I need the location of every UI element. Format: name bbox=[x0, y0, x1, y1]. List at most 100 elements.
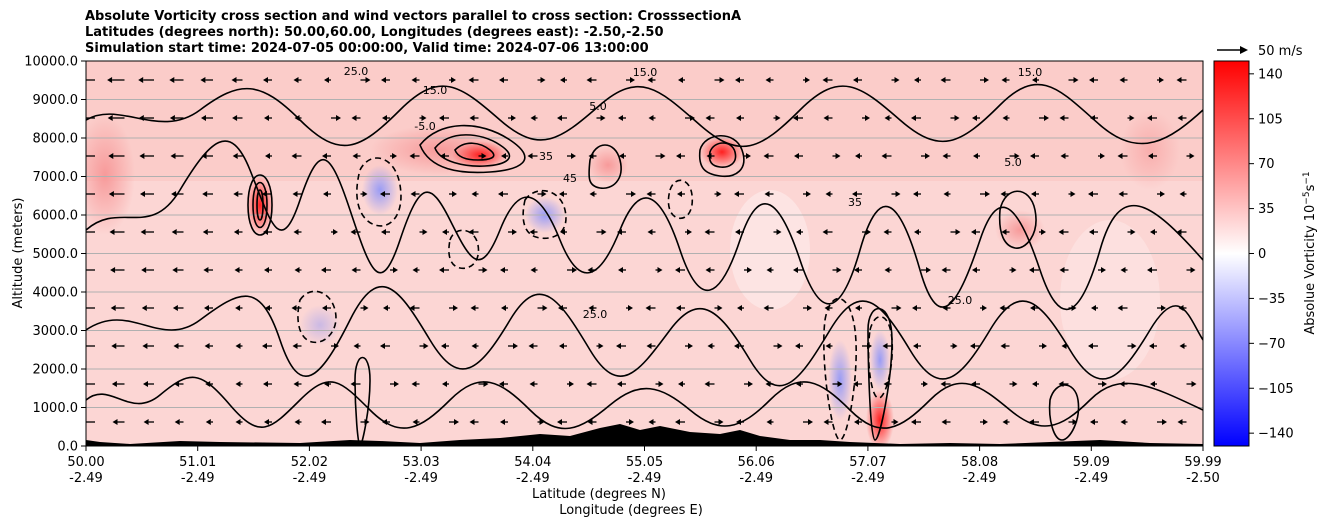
wind-arrow-head bbox=[1011, 267, 1017, 273]
wind-arrow-head bbox=[1150, 381, 1155, 387]
wind-arrow-head bbox=[499, 77, 504, 83]
wind-arrow-head bbox=[687, 229, 692, 235]
wind-arrow-head bbox=[688, 343, 693, 349]
wind-arrow-head bbox=[557, 115, 562, 121]
wind-arrow-head bbox=[589, 191, 595, 197]
wind-arrow-head bbox=[353, 343, 359, 349]
wind-arrow-head bbox=[678, 381, 683, 387]
wind-arrow-head bbox=[382, 115, 387, 121]
wind-arrow-head bbox=[78, 191, 83, 197]
wind-arrow-head bbox=[108, 153, 114, 159]
wind-arrow-head bbox=[1102, 381, 1107, 387]
x-axis-label-latitude: Latitude (degrees N) bbox=[532, 487, 666, 502]
wind-arrow-head bbox=[766, 267, 772, 273]
wind-arrow-head bbox=[587, 267, 593, 273]
wind-arrow-head bbox=[940, 381, 946, 387]
wind-arrow-head bbox=[294, 419, 300, 425]
chart-title-line-2: Latitudes (degrees north): 50.00,60.00, … bbox=[85, 25, 664, 40]
wind-arrow-head bbox=[112, 419, 118, 425]
wind-arrow-head bbox=[263, 381, 268, 387]
wind-arrow-head bbox=[865, 115, 870, 121]
x-tick-label-lat: 53.03 bbox=[402, 455, 439, 470]
wind-arrow-head bbox=[678, 77, 683, 83]
wind-arrow-head bbox=[822, 77, 828, 83]
wind-arrow-head bbox=[586, 381, 592, 387]
x-tick-label-lat: 56.06 bbox=[738, 455, 775, 470]
wind-arrow-head bbox=[441, 343, 446, 349]
wind-arrow-head bbox=[500, 419, 505, 425]
wind-arrow-head bbox=[911, 115, 916, 121]
wind-arrow-head bbox=[322, 153, 327, 159]
wind-arrow-head bbox=[109, 229, 115, 235]
wind-arrow-head bbox=[1131, 343, 1137, 349]
wind-arrow-head bbox=[923, 381, 928, 387]
wind-arrow-head bbox=[110, 305, 116, 311]
wind-arrow-head bbox=[1041, 229, 1046, 235]
wind-arrow-head bbox=[867, 343, 872, 349]
wind-arrow-head bbox=[705, 115, 711, 121]
wind-arrow-head bbox=[1032, 77, 1037, 83]
wind-arrow-head bbox=[235, 419, 241, 425]
wind-arrow-head bbox=[823, 115, 829, 121]
wind-arrow-head bbox=[394, 381, 399, 387]
wind-arrow-head bbox=[381, 229, 386, 235]
wind-arrow-head bbox=[648, 419, 654, 425]
wind-arrow-head bbox=[825, 343, 831, 349]
contour-label: 35 bbox=[848, 196, 862, 209]
y-tick-label: 4000.0 bbox=[33, 286, 79, 301]
chart-title-line-1: Absolute Vorticity cross section and win… bbox=[85, 9, 742, 24]
wind-arrow-head bbox=[764, 191, 770, 197]
wind-arrow-head bbox=[796, 229, 801, 235]
wind-arrow-head bbox=[1118, 191, 1124, 197]
wind-arrow-head bbox=[1029, 419, 1034, 425]
wind-arrow-head bbox=[982, 305, 987, 311]
wind-arrow-head bbox=[265, 153, 270, 159]
contour-label: 35 bbox=[539, 150, 553, 163]
wind-arrow-head bbox=[264, 115, 269, 121]
vorticity-field: 25.0 15.0 5.0 -5.0 35 45 25.0 15.0 5.0 25.0 15.0 35 bbox=[76, 61, 1203, 446]
wind-arrow-head bbox=[174, 419, 180, 425]
wind-arrow-head bbox=[321, 267, 326, 273]
wind-arrow-head bbox=[1120, 267, 1126, 273]
wind-arrow-head bbox=[854, 267, 859, 273]
x-tick-label-lon: -2.49 bbox=[404, 471, 438, 486]
wind-arrow-head bbox=[883, 381, 889, 387]
wind-arrow-head bbox=[560, 77, 565, 83]
wind-arrow-head bbox=[76, 77, 81, 83]
wind-arrow-head bbox=[914, 229, 919, 235]
wind-arrow-head bbox=[77, 153, 82, 159]
wind-arrow-head bbox=[107, 115, 113, 121]
wind-arrow-head bbox=[411, 77, 417, 83]
wind-arrow-head bbox=[442, 381, 447, 387]
wind-arrow-head bbox=[881, 153, 887, 159]
wind-arrow-head bbox=[172, 305, 178, 311]
wind-arrow-head bbox=[775, 115, 781, 121]
y-tick-label: 3000.0 bbox=[33, 324, 79, 339]
wind-arrow-head bbox=[736, 115, 741, 121]
contour-label: 25.0 bbox=[583, 308, 608, 321]
wind-arrow-head bbox=[972, 115, 977, 121]
colorbar-tick-label: −105 bbox=[1258, 382, 1294, 397]
wind-arrow-head bbox=[499, 381, 504, 387]
wind-arrow-head bbox=[972, 267, 977, 273]
wind-arrow-head bbox=[365, 77, 371, 83]
wind-arrow-head bbox=[292, 343, 298, 349]
wind-arrow-head bbox=[454, 419, 459, 425]
wind-arrow-head bbox=[138, 77, 144, 83]
wind-arrow-head bbox=[528, 343, 534, 349]
wind-arrow-head bbox=[598, 343, 604, 349]
x-tick-label-lon: -2.49 bbox=[963, 471, 997, 486]
wind-arrow-head bbox=[559, 343, 564, 349]
wind-arrow-head bbox=[600, 115, 606, 121]
wind-arrow-head bbox=[264, 267, 269, 273]
wind-arrow-head bbox=[704, 229, 710, 235]
wind-arrow-head bbox=[205, 419, 211, 425]
wind-arrow-head bbox=[291, 153, 297, 159]
wind-arrow-head bbox=[108, 191, 114, 197]
wind-arrow-head bbox=[512, 229, 517, 235]
wind-arrow-head bbox=[171, 229, 177, 235]
wind-arrow-head bbox=[412, 267, 418, 273]
wind-arrow-head bbox=[1091, 305, 1096, 311]
wind-arrow-head bbox=[231, 77, 237, 83]
wind-arrow-head bbox=[911, 419, 916, 425]
